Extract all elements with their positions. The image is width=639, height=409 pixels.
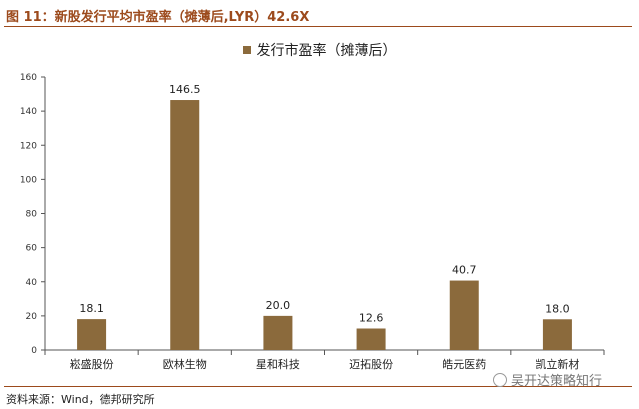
bar [170, 100, 200, 350]
category-label: 欧林生物 [163, 357, 207, 371]
y-tick-label: 60 [26, 244, 38, 254]
y-tick-label: 120 [20, 141, 37, 151]
category-label: 星和科技 [256, 357, 300, 371]
title-rule [4, 26, 632, 27]
category-label: 凯立新材 [535, 357, 579, 371]
y-tick-label: 40 [26, 278, 38, 288]
figure-title: 图 11：新股发行平均市盈率（摊薄后,LYR）42.6X [6, 10, 310, 25]
legend-swatch [242, 46, 251, 54]
data-label: 146.5 [169, 83, 201, 96]
watermark-text: 吴开达策略知行 [511, 374, 603, 389]
source-rule [4, 386, 632, 387]
y-tick-label: 80 [26, 210, 38, 220]
data-label: 40.7 [452, 264, 477, 277]
y-tick-label: 20 [26, 312, 38, 322]
y-tick-label: 140 [20, 107, 37, 117]
wechat-icon [493, 373, 507, 387]
bar [542, 319, 572, 350]
y-tick-label: 0 [31, 346, 37, 356]
y-tick-label: 160 [20, 73, 37, 83]
data-label: 18.1 [79, 302, 104, 315]
source-note: 资料来源：Wind，德邦研究所 [6, 393, 155, 406]
bar [356, 328, 386, 350]
data-label: 18.0 [545, 302, 570, 315]
bar [449, 280, 479, 350]
data-label: 20.0 [266, 299, 291, 312]
category-label: 崧盛股份 [70, 357, 114, 371]
legend-label: 发行市盈率（摊薄后） [256, 43, 397, 59]
category-label: 皓元医药 [442, 358, 486, 371]
chart-legend: 发行市盈率（摊薄后） [0, 40, 639, 60]
category-label: 迈拓股份 [349, 357, 393, 371]
data-label: 12.6 [359, 312, 384, 325]
bar [263, 315, 293, 350]
bar [77, 319, 107, 350]
watermark: 吴开达策略知行 [493, 370, 602, 389]
y-tick-label: 100 [20, 175, 37, 185]
